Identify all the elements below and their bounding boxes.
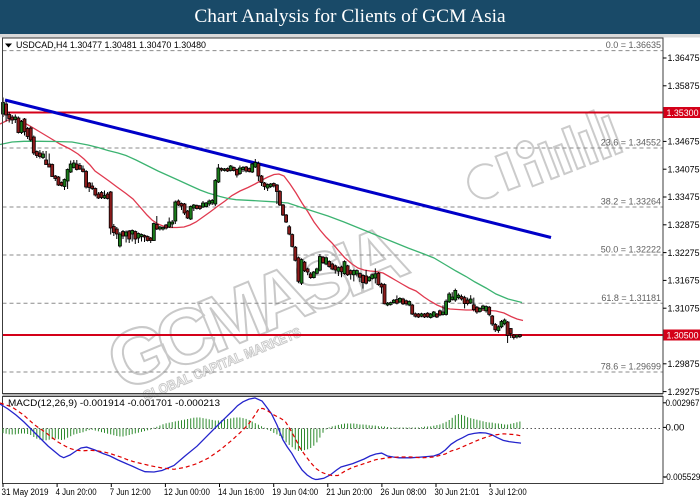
svg-text:1.32875: 1.32875	[668, 220, 700, 230]
svg-text:78.6 = 1.29699: 78.6 = 1.29699	[601, 362, 661, 372]
svg-text:23.6 = 1.34552: 23.6 = 1.34552	[601, 138, 661, 148]
svg-text:1.31675: 1.31675	[668, 276, 700, 286]
svg-text:1.36475: 1.36475	[668, 53, 700, 63]
svg-text:19 Jun 04:00: 19 Jun 04:00	[272, 487, 318, 497]
svg-text:61.8 = 1.31181: 61.8 = 1.31181	[601, 293, 661, 303]
svg-text:26 Jun 08:00: 26 Jun 08:00	[380, 487, 426, 497]
svg-text:50.0 = 1.32222: 50.0 = 1.32222	[601, 245, 661, 255]
svg-text:1.34075: 1.34075	[668, 164, 700, 174]
svg-text:1.35875: 1.35875	[668, 81, 700, 91]
svg-text:21 Jun 20:00: 21 Jun 20:00	[326, 487, 372, 497]
svg-text:12 Jun 00:00: 12 Jun 00:00	[164, 487, 210, 497]
svg-text:31 May 2019: 31 May 2019	[2, 487, 49, 497]
svg-text:1.31075: 1.31075	[668, 303, 700, 313]
svg-text:14 Jun 16:00: 14 Jun 16:00	[218, 487, 264, 497]
svg-text:7 Jun 12:00: 7 Jun 12:00	[110, 487, 151, 497]
svg-text:0.002967: 0.002967	[666, 398, 700, 408]
svg-text:1.29275: 1.29275	[668, 387, 700, 397]
svg-text:USDCAD,H4 1.30477 1.30481 1.3: USDCAD,H4 1.30477 1.30481 1.30470 1.3048…	[16, 40, 206, 51]
svg-text:1.32275: 1.32275	[668, 248, 700, 258]
svg-text:1.29875: 1.29875	[668, 359, 700, 369]
svg-text:1.30500: 1.30500	[667, 331, 699, 341]
svg-text:0.00: 0.00	[666, 423, 685, 433]
svg-text:-0.005529: -0.005529	[664, 472, 700, 482]
svg-text:4 Jun 20:00: 4 Jun 20:00	[56, 487, 97, 497]
svg-text:30 Jun 21:01: 30 Jun 21:01	[435, 487, 480, 497]
svg-text:1.34675: 1.34675	[668, 137, 700, 147]
svg-text:1.35300: 1.35300	[667, 108, 699, 118]
svg-text:38.2 = 1.33264: 38.2 = 1.33264	[601, 197, 661, 207]
svg-text:1.33475: 1.33475	[668, 192, 700, 202]
svg-text:MACD(12,26,9) -0.001914 -0.001: MACD(12,26,9) -0.001914 -0.001701 -0.000…	[8, 398, 220, 409]
svg-text:3 Jul 12:00: 3 Jul 12:00	[489, 487, 527, 497]
svg-text:0.0 = 1.36635: 0.0 = 1.36635	[606, 40, 661, 50]
